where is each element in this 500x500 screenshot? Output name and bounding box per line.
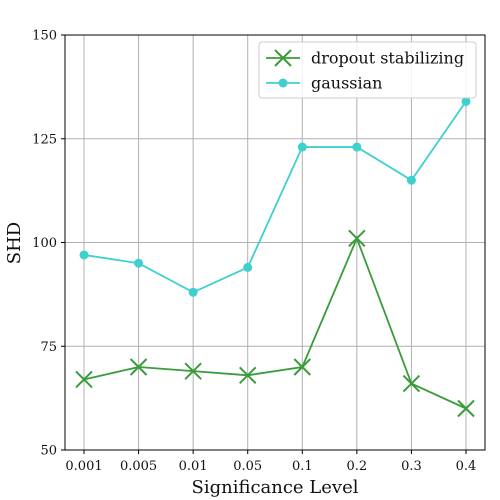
legend-entry-dropout-stabilizing: dropout stabilizing bbox=[266, 49, 464, 68]
series-line-gaussian bbox=[83, 100, 467, 294]
y-tick-label: 100 bbox=[32, 236, 57, 251]
legend-box bbox=[258, 41, 477, 99]
data-point-dropout-stabilizing bbox=[348, 229, 366, 248]
data-point-dropout-stabilizing bbox=[402, 374, 421, 393]
x-tick-label: 0.05 bbox=[233, 459, 262, 474]
x-tick-label: 0.005 bbox=[120, 459, 157, 474]
x-axis-title: Significance Level bbox=[191, 477, 358, 498]
x-tick-label: 0.01 bbox=[179, 459, 208, 474]
x-axis-ticks: 0.001 0.005 0.01 0.05 0.1 0.2 0.3 0.4 bbox=[65, 450, 476, 474]
data-point-dropout-stabilizing bbox=[457, 399, 475, 418]
x-tick-label: 0.3 bbox=[401, 459, 422, 474]
series-line-dropout-stabilizing bbox=[83, 235, 467, 410]
data-point-gaussian bbox=[79, 250, 89, 260]
data-point-gaussian bbox=[243, 262, 253, 272]
data-point-dropout-stabilizing bbox=[184, 362, 202, 380]
data-point-dropout-stabilizing bbox=[129, 358, 148, 376]
data-point-dropout-stabilizing bbox=[293, 358, 311, 376]
x-tick-label: 0.1 bbox=[292, 459, 313, 474]
data-point-gaussian bbox=[134, 258, 144, 268]
y-axis-ticks: 50 75 100 125 150 bbox=[32, 29, 65, 459]
data-point-gaussian bbox=[297, 142, 307, 152]
legend-swatch-marker bbox=[274, 49, 292, 67]
data-point-gaussian bbox=[406, 175, 416, 185]
y-tick-label: 125 bbox=[32, 132, 57, 147]
y-tick-label: 50 bbox=[40, 444, 57, 459]
data-point-dropout-stabilizing bbox=[75, 370, 93, 389]
legend-label: dropout stabilizing bbox=[311, 49, 464, 68]
x-tick-label: 0.2 bbox=[347, 459, 368, 474]
x-tick-label: 0.001 bbox=[65, 459, 102, 474]
legend-entry-gaussian: gaussian bbox=[266, 74, 382, 93]
data-point-dropout-stabilizing bbox=[239, 366, 257, 385]
x-tick-label: 0.4 bbox=[456, 459, 477, 474]
legend-swatch-marker bbox=[278, 78, 288, 88]
series-dropout-stabilizing bbox=[75, 229, 475, 418]
series-gaussian bbox=[79, 96, 471, 297]
data-point-gaussian bbox=[352, 142, 362, 152]
y-tick-label: 75 bbox=[40, 340, 57, 355]
y-axis-title: SHD bbox=[4, 222, 25, 264]
y-tick-label: 150 bbox=[32, 29, 57, 44]
data-point-gaussian bbox=[188, 287, 198, 297]
legend: dropout stabilizing gaussian bbox=[258, 41, 477, 99]
legend-label: gaussian bbox=[311, 74, 382, 93]
series-layer bbox=[75, 96, 475, 418]
data-point-gaussian bbox=[461, 96, 471, 106]
